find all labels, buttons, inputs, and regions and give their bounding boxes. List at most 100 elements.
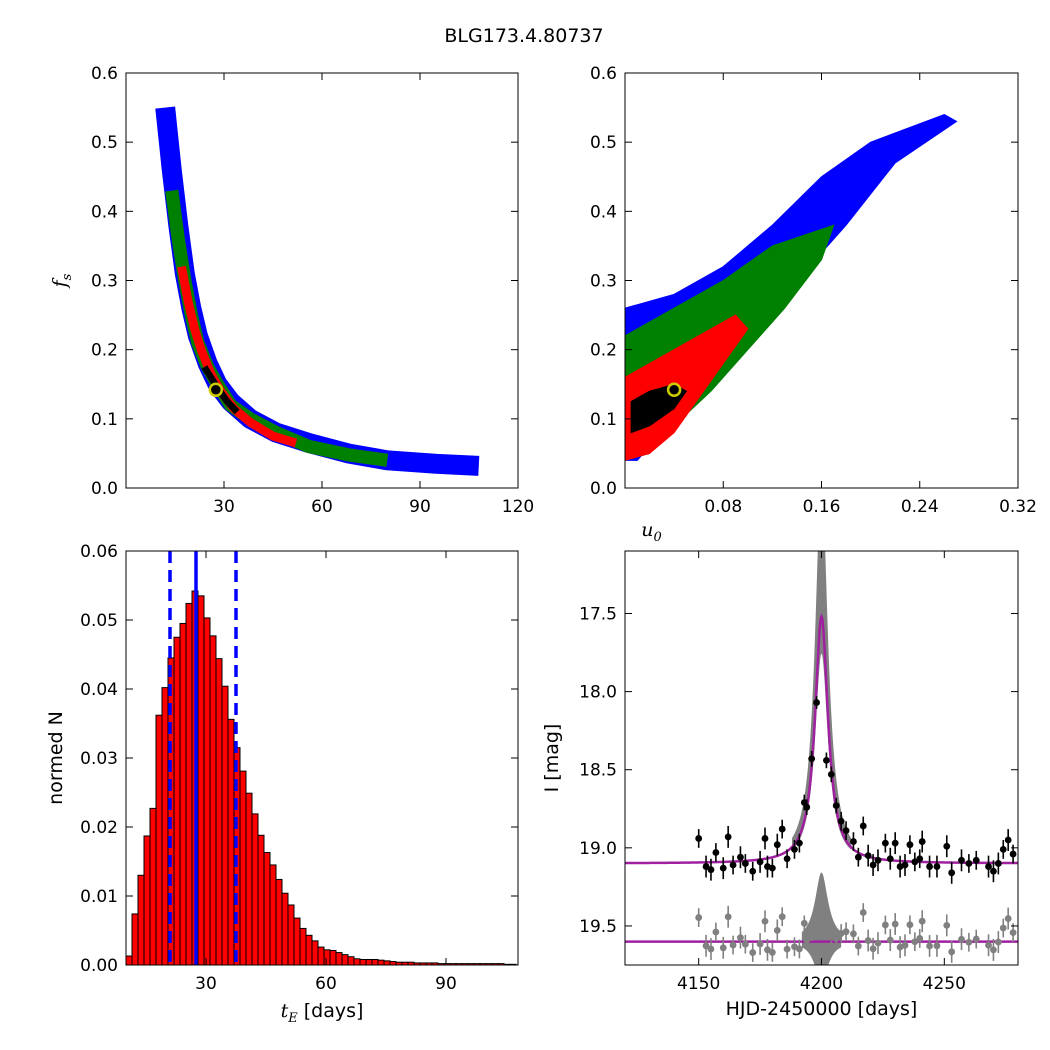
residual-point	[813, 954, 820, 962]
figure-title: BLG173.4.80737	[444, 25, 603, 47]
residual-point	[761, 917, 769, 925]
residual-point	[948, 948, 956, 956]
residual-point	[926, 942, 933, 950]
data-point	[756, 858, 764, 866]
data-point	[911, 858, 919, 866]
histogram-bar	[365, 958, 373, 966]
data-point	[729, 861, 737, 869]
residual-uncertainty-band	[801, 872, 842, 965]
residual-point	[901, 941, 909, 949]
histogram-bar	[257, 834, 265, 966]
model-curve	[625, 613, 1018, 865]
histogram-bar	[377, 959, 385, 966]
residual-point	[943, 921, 951, 929]
y-tick-label: 0.4	[590, 202, 617, 222]
y-tick-label: 0.00	[80, 956, 118, 976]
data-point	[823, 756, 830, 764]
tE-histogram-panel: 30 60 90 0.00 0.01 0.02 0.03 0.04 0.05 0.06 normed…	[45, 542, 519, 1026]
residual-point	[916, 935, 924, 942]
histogram-bar	[323, 949, 331, 966]
y-tick-label: 0.01	[80, 887, 118, 907]
x-tick-label: 4200	[800, 974, 843, 994]
histogram-bar	[251, 813, 259, 966]
histogram-bar	[359, 958, 367, 966]
residual-point	[737, 934, 744, 942]
data-point	[859, 822, 867, 830]
residual-point	[695, 914, 703, 921]
residual-point	[958, 935, 965, 943]
axes-frame	[624, 72, 1019, 489]
y-tick-label: 0.06	[80, 542, 118, 562]
residual-point	[842, 928, 850, 936]
x-tick-label: 90	[435, 974, 457, 994]
y-tick-label: 19.5	[579, 917, 617, 937]
y-tick-label: 0.02	[80, 818, 118, 838]
data-point	[869, 861, 877, 869]
data-point	[761, 835, 769, 842]
density-band-red	[177, 265, 298, 448]
data-point	[695, 835, 703, 842]
histogram-bar	[293, 917, 301, 966]
data-point	[926, 863, 933, 870]
best-fit-marker	[666, 382, 682, 398]
histogram-bar	[179, 622, 187, 966]
x-tick-label: 0.16	[803, 497, 841, 517]
data-point	[1004, 836, 1012, 844]
lightcurve-panel: 4150 4200 4250 17.5 18.0 18.5 19.0 19.5 I [mag] H…	[541, 550, 1019, 1020]
residual-point	[999, 924, 1007, 932]
data-point	[948, 869, 956, 877]
y-tick-label: 0.4	[91, 202, 118, 222]
y-tick-label: 0.04	[80, 680, 118, 700]
histogram-bar	[299, 927, 307, 966]
histogram-bar	[305, 934, 313, 966]
residual-point	[800, 919, 808, 927]
x-tick-label: 0.32	[999, 497, 1037, 517]
residual-point	[707, 945, 715, 953]
residual-point	[719, 944, 727, 952]
residual-point	[911, 938, 919, 946]
histogram-bar	[341, 954, 349, 966]
residual-point	[874, 939, 882, 947]
histogram-bar	[227, 718, 235, 966]
model-uncertainty-band	[792, 551, 851, 850]
x-tick-label: 4250	[923, 974, 966, 994]
y-tick-label: 0.6	[590, 64, 617, 84]
data-point	[958, 856, 965, 864]
residual-point	[712, 928, 720, 936]
histogram-bar	[281, 892, 289, 966]
histogram-bar	[215, 658, 223, 966]
residual-point	[741, 940, 749, 948]
histogram-bar	[203, 617, 211, 966]
data-point	[864, 852, 872, 860]
y-tick-label: 0.6	[91, 64, 118, 84]
x-axis-label: tE [days]	[281, 1000, 364, 1026]
residual-point	[803, 936, 811, 944]
histogram-bar	[335, 952, 343, 966]
data-point	[768, 864, 776, 872]
y-tick-label: 18.0	[579, 683, 617, 703]
data-point	[943, 842, 951, 850]
data-point	[985, 863, 992, 870]
data-point	[886, 855, 894, 863]
x-axis-label: u0	[641, 519, 662, 545]
residual-point	[850, 930, 857, 938]
histogram-bar	[185, 602, 193, 966]
y-tick-label: 18.5	[579, 761, 617, 781]
histogram-bar	[137, 874, 145, 966]
residual-point	[724, 913, 732, 921]
residual-point	[886, 936, 894, 944]
histogram-bar	[149, 807, 157, 966]
data-point	[874, 856, 882, 864]
histogram-bar	[143, 835, 151, 966]
x-tick-label: 0.08	[704, 497, 742, 517]
residual-point	[832, 935, 840, 942]
histogram-bar	[245, 792, 253, 966]
residual-point	[881, 921, 889, 929]
x-tick-label: 60	[311, 497, 333, 517]
data-point	[918, 838, 926, 845]
y-tick-label: 17.5	[579, 604, 617, 624]
histogram-bar	[347, 956, 355, 966]
data-point	[832, 802, 840, 810]
y-axis-label: I [mag]	[541, 724, 563, 793]
